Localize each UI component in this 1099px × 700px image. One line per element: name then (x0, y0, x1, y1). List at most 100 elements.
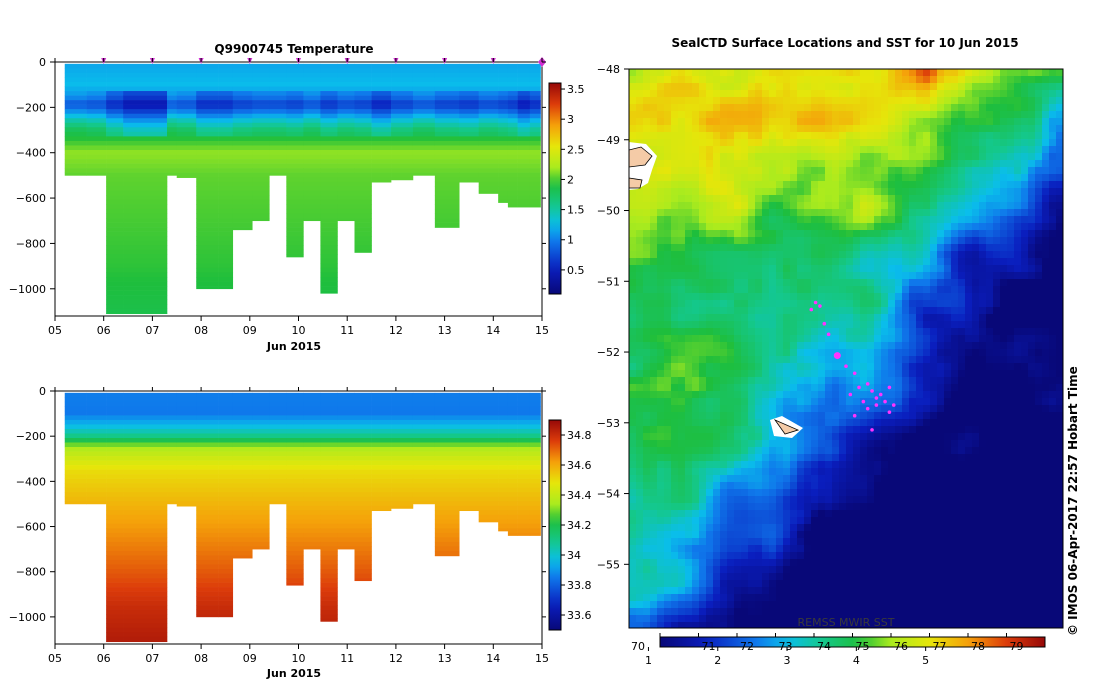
section-cell (412, 131, 436, 137)
section-cell (498, 460, 509, 466)
sst-cell (776, 216, 784, 224)
section-cell (498, 195, 509, 201)
sst-cell (881, 370, 889, 378)
sst-cell (762, 209, 770, 217)
section-cell (412, 91, 436, 96)
section-cell (412, 392, 436, 398)
section-cell (478, 392, 499, 398)
sst-cell (727, 321, 735, 329)
section-cell (371, 501, 392, 507)
sst-cell (1042, 167, 1050, 175)
section-cell (337, 410, 355, 416)
section-cell (232, 555, 253, 559)
sst-cell (804, 69, 812, 77)
sst-cell (846, 349, 854, 357)
sst-cell (986, 237, 994, 245)
sst-cell (776, 363, 784, 371)
sst-cell (706, 328, 714, 336)
sst-cell (692, 370, 700, 378)
section-cell (106, 442, 124, 448)
section-cell (498, 145, 509, 151)
section-cell (106, 419, 124, 425)
sst-cell (748, 370, 756, 378)
section-cell (286, 478, 304, 484)
section-cell (218, 537, 234, 543)
sst-cell (902, 181, 910, 189)
section-cell (232, 145, 253, 151)
sst-cell (993, 76, 1001, 84)
section-cell (196, 564, 219, 570)
section-cell (232, 514, 253, 520)
sst-cell (671, 349, 679, 357)
sst-cell (1035, 209, 1043, 217)
temperature-colorbar-frame (548, 82, 562, 295)
sst-cell (720, 230, 728, 238)
sst-cell (972, 251, 980, 259)
sst-cell (727, 160, 735, 168)
sst-cell (818, 251, 826, 259)
sst-cell (720, 202, 728, 210)
sst-cell (944, 398, 952, 406)
section-cell (434, 113, 460, 119)
sst-cell (825, 314, 833, 322)
section-cell (517, 465, 531, 470)
section-cell (391, 410, 414, 416)
section-cell (412, 159, 436, 164)
section-cell (106, 406, 124, 412)
section-cell (320, 199, 338, 205)
section-cell (167, 122, 178, 128)
section-cell (86, 104, 107, 110)
sst-cell (769, 258, 777, 266)
section-cell (286, 145, 304, 151)
section-cell (320, 222, 338, 228)
section-cell (354, 451, 372, 457)
sst-cell (678, 97, 686, 105)
section-cell (269, 122, 287, 128)
x-tick-label: 15 (535, 324, 549, 337)
sst-cell (888, 195, 896, 203)
sst-cell (839, 202, 847, 210)
sst-cell (685, 132, 693, 140)
section-cell (529, 145, 541, 151)
sst-cell (671, 195, 679, 203)
section-cell (218, 272, 234, 278)
sst-cell (958, 286, 966, 294)
sst-cell (909, 314, 917, 322)
sst-cell (741, 363, 749, 371)
section-cell (252, 392, 270, 398)
sst-cell (958, 300, 966, 308)
sst-cell (944, 167, 952, 175)
sst-cell (727, 132, 735, 140)
section-cell (434, 528, 460, 534)
sst-cell (846, 76, 854, 84)
sst-cell (888, 244, 896, 252)
sst-cell (748, 209, 756, 217)
section-cell (478, 442, 499, 448)
section-cell (354, 140, 372, 146)
section-cell (412, 81, 436, 87)
sst-cell (832, 356, 840, 364)
sst-cell (629, 216, 637, 224)
sst-cell (734, 342, 742, 350)
sst-cell (1000, 272, 1008, 280)
section-cell (337, 523, 355, 529)
sst-cell (706, 272, 714, 280)
sst-cell (972, 328, 980, 336)
section-cell (303, 424, 321, 430)
section-cell (529, 433, 541, 439)
sst-cell (1056, 300, 1063, 308)
x-tick-label: 06 (97, 324, 111, 337)
sst-cell (657, 363, 665, 371)
sst-cell (944, 153, 952, 161)
section-cell (529, 437, 541, 443)
sst-cell (804, 251, 812, 259)
sst-cell (727, 251, 735, 259)
sst-cell (916, 223, 924, 231)
sst-cell (818, 342, 826, 350)
section-cell (64, 122, 87, 128)
sst-cell (916, 69, 924, 77)
section-cell (478, 505, 499, 511)
section-cell (106, 632, 124, 638)
section-cell (507, 478, 518, 484)
section-cell (286, 528, 304, 534)
